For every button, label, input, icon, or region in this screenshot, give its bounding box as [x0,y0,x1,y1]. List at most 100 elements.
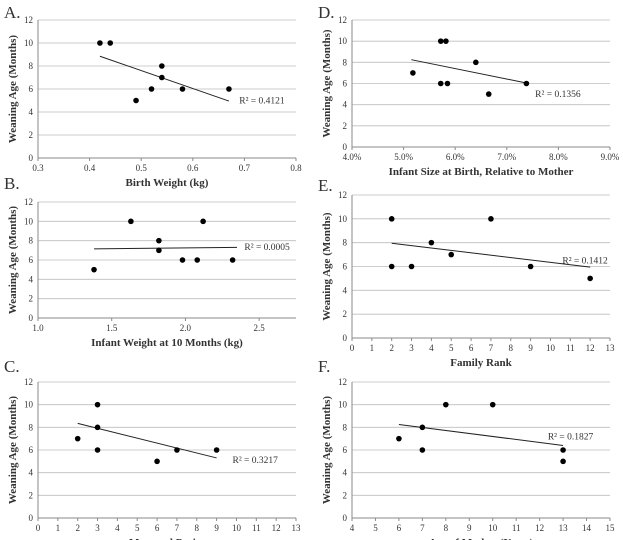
chart-2-data-point [179,257,186,263]
chart-1-ytick-label: 6 [343,79,348,89]
chart-2-panel-label: B. [4,174,20,193]
chart-0-data-point [159,74,165,81]
chart-3-data-point [388,263,395,270]
chart-2-data-point [91,266,97,273]
chart-1-ytick-label: 0 [343,142,348,152]
chart-5-data-point [560,447,566,453]
chart-2-xtick-label: 2.5 [254,323,266,333]
chart-4-ytick-label: 6 [29,445,34,455]
chart-4-data-point [94,447,101,453]
chart-4-xtick-label: 13 [292,523,302,533]
chart-3-data-point [428,239,435,246]
chart-0-panel-label: A. [4,3,21,22]
chart-4-xtick-label: 11 [252,523,261,533]
chart-2-ytick-label: 12 [24,197,33,207]
chart-0-data-point [148,86,155,92]
chart-2-y-axis-title: Weaning Age (Months) [7,206,19,315]
chart-4-xtick-label: 12 [272,523,281,533]
chart-5-xtick-label: 4 [350,523,355,533]
chart-1-ytick-label: 12 [338,15,347,25]
chart-1-trendline [411,59,527,84]
chart-2-ytick-label: 8 [29,236,34,246]
chart-1-x-axis-title: Infant Size at Birth, Relative to Mother [389,166,574,178]
chart-0-data-point [159,63,165,69]
chart-4-ytick-label: 2 [29,490,34,500]
chart-1-r2-label: R² = 0.1356 [535,90,581,100]
chart-2-data-point [194,257,201,263]
chart-3-ytick-label: 0 [343,333,348,343]
chart-0-xtick-label: 0.8 [290,163,302,173]
chart-0-ytick-label: 10 [24,38,34,48]
chart-4-xtick-label: 7 [175,523,180,533]
chart-5-xtick-label: 14 [582,523,592,533]
chart-5-xtick-label: 7 [420,523,425,533]
chart-5-trendline [398,424,564,446]
chart-5-ytick-label: 4 [343,468,348,478]
chart-5-ytick-label: 0 [343,513,348,523]
chart-1-data-point [485,91,492,97]
chart-0-ytick-label: 12 [24,15,33,25]
chart-4-panel-label: C. [4,357,20,376]
chart-4-xtick-label: 4 [115,523,120,533]
chart-3-xtick-label: 4 [429,343,434,353]
chart-3-xtick-label: 12 [586,343,595,353]
chart-2-xtick-label: 2.0 [180,323,192,333]
chart-4-xtick-label: 2 [75,523,80,533]
chart-4-xtick-label: 8 [195,523,200,533]
chart-5-y-axis-title: Weaning Age (Months) [321,396,333,505]
chart-3-x-axis-title: Family Rank [450,357,512,369]
chart-3-xtick-label: 10 [546,343,556,353]
chart-3-xtick-label: 13 [606,343,616,353]
chart-5-xtick-label: 10 [488,523,498,533]
chart-3-data-point [527,263,534,270]
chart-1-data-point [437,80,444,87]
chart-3-xtick-label: 11 [566,343,575,353]
chart-4-ytick-label: 4 [29,468,34,478]
chart-2-r2-label: R² = 0.0005 [244,243,290,253]
chart-2-data-point [156,237,162,244]
chart-5-x-axis-title: Age of Mother (Years) [429,537,534,540]
chart-4-xtick-label: 1 [56,523,61,533]
chart-5-panel-label: F. [318,357,330,376]
chart-4-xtick-label: 3 [95,523,100,533]
chart-2-data-point [128,218,134,225]
chart-4-ytick-label: 8 [29,422,34,432]
chart-1-ytick-label: 8 [343,57,348,67]
chart-3-data-point [448,251,455,258]
chart-0-data-point [133,97,139,104]
chart-1-data-point [473,59,479,66]
chart-5-xtick-label: 6 [397,523,402,533]
chart-3-xtick-label: 2 [389,343,394,353]
chart-5-data-point [419,424,426,431]
chart-4-ytick-label: 10 [24,400,34,410]
chart-5-xtick-label: 11 [512,523,521,533]
chart-3-panel-label: E. [318,176,333,195]
chart-5-ytick-label: 8 [343,422,348,432]
chart-2-x-axis-title: Infant Weight at 10 Months (kg) [91,337,243,349]
chart-1-xtick-label: 8.0% [549,152,568,162]
chart-1-data-point [443,38,449,44]
chart-2-xtick-label: 1.0 [32,323,44,333]
chart-3-data-point [388,216,395,222]
chart-1-data-point [444,80,451,87]
chart-5-xtick-label: 9 [467,523,472,533]
chart-0-data-point [97,40,103,46]
chart-1-ytick-label: 2 [343,121,348,131]
chart-2-ytick-label: 10 [24,216,34,226]
chart-3-data-point [488,216,494,222]
chart-3-xtick-label: 8 [509,343,514,353]
chart-0-trendline [99,55,230,102]
chart-1-xtick-label: 5.0% [394,152,413,162]
chart-5-r2-label: R² = 0.1827 [548,432,594,442]
chart-4-y-axis-title: Weaning Age (Months) [7,396,19,505]
chart-3-ytick-label: 6 [343,262,348,272]
chart-4-trendline [77,422,217,459]
chart-5-ytick-label: 12 [338,377,347,387]
chart-4-xtick-label: 5 [135,523,140,533]
chart-3-r2-label: R² = 0.1412 [562,257,608,267]
chart-1-xtick-label: 7.0% [497,152,516,162]
chart-2-xtick-label: 1.5 [106,323,118,333]
chart-1-ytick-label: 10 [338,36,348,46]
chart-0-y-axis-title: Weaning Age (Months) [7,35,19,144]
